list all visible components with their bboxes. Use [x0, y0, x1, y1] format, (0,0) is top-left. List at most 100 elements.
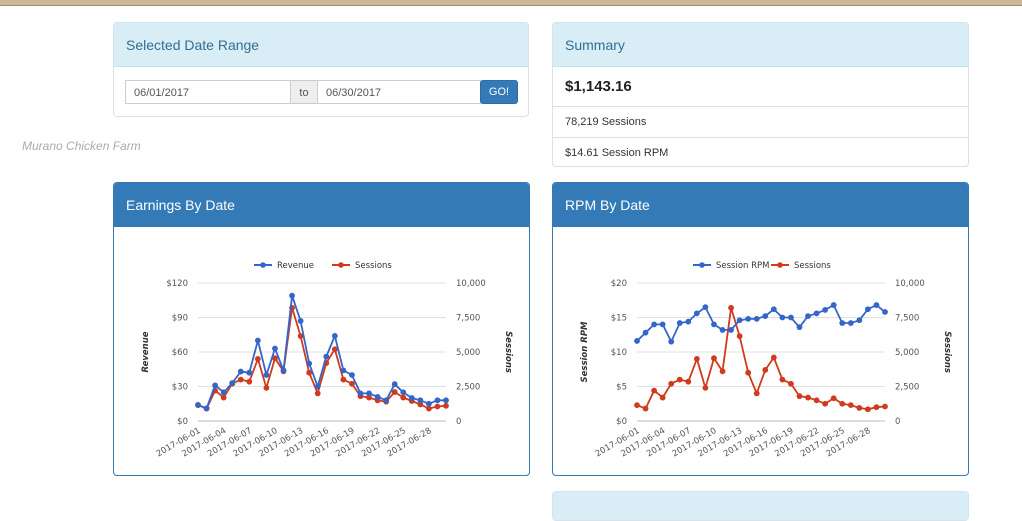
data-point-sessions[interactable]: [839, 400, 846, 407]
data-point-session-rpm[interactable]: [839, 320, 846, 326]
data-point-session-rpm[interactable]: [659, 321, 666, 328]
data-point-session-rpm[interactable]: [676, 320, 683, 326]
data-point-sessions[interactable]: [745, 369, 752, 376]
data-point-revenue[interactable]: [408, 395, 415, 401]
data-point-sessions[interactable]: [651, 387, 658, 394]
data-point-sessions[interactable]: [702, 384, 709, 391]
data-point-sessions[interactable]: [272, 355, 278, 362]
data-point-revenue[interactable]: [272, 345, 278, 352]
data-point-revenue[interactable]: [425, 400, 432, 407]
data-point-sessions[interactable]: [753, 390, 760, 397]
data-point-sessions[interactable]: [770, 354, 777, 361]
data-point-revenue[interactable]: [280, 367, 287, 374]
data-point-sessions[interactable]: [685, 378, 692, 385]
data-point-session-rpm[interactable]: [736, 317, 743, 324]
data-point-sessions[interactable]: [659, 394, 666, 401]
data-point-sessions[interactable]: [864, 406, 871, 413]
data-point-revenue[interactable]: [314, 383, 321, 390]
data-point-session-rpm[interactable]: [847, 320, 854, 326]
data-point-sessions[interactable]: [788, 380, 794, 387]
data-point-sessions[interactable]: [443, 402, 449, 409]
data-point-revenue[interactable]: [374, 393, 381, 400]
data-point-session-rpm[interactable]: [822, 307, 829, 313]
data-point-session-rpm[interactable]: [796, 324, 803, 331]
data-point-sessions[interactable]: [813, 397, 820, 404]
data-point-sessions[interactable]: [314, 390, 321, 397]
data-point-revenue[interactable]: [254, 337, 261, 344]
data-point-revenue[interactable]: [246, 369, 253, 376]
data-point-session-rpm[interactable]: [864, 306, 871, 313]
data-point-sessions[interactable]: [779, 376, 786, 383]
data-point-session-rpm[interactable]: [856, 317, 863, 324]
data-point-sessions[interactable]: [805, 394, 811, 401]
data-point-session-rpm[interactable]: [788, 314, 794, 321]
data-point-session-rpm[interactable]: [779, 314, 786, 321]
data-point-sessions[interactable]: [796, 393, 803, 400]
data-point-sessions[interactable]: [873, 404, 880, 411]
data-point-sessions[interactable]: [297, 333, 304, 340]
data-point-sessions[interactable]: [736, 333, 743, 340]
data-point-revenue[interactable]: [323, 353, 330, 360]
data-point-sessions[interactable]: [340, 376, 347, 383]
data-point-sessions[interactable]: [220, 394, 227, 401]
data-point-revenue[interactable]: [349, 372, 355, 378]
data-point-sessions[interactable]: [676, 376, 683, 383]
data-point-sessions[interactable]: [366, 394, 372, 401]
data-point-sessions[interactable]: [847, 402, 854, 409]
data-point-revenue[interactable]: [357, 390, 364, 397]
data-point-session-rpm[interactable]: [651, 321, 658, 328]
data-point-revenue[interactable]: [417, 397, 424, 404]
data-point-sessions[interactable]: [634, 402, 640, 409]
data-point-sessions[interactable]: [391, 389, 398, 395]
data-point-sessions[interactable]: [237, 376, 244, 383]
data-point-sessions[interactable]: [830, 395, 837, 402]
data-point-sessions[interactable]: [728, 304, 734, 311]
data-point-revenue[interactable]: [306, 360, 313, 367]
data-point-revenue[interactable]: [400, 389, 407, 396]
end-date-input[interactable]: 06/30/2017: [317, 80, 481, 104]
data-point-sessions[interactable]: [425, 405, 432, 412]
data-point-revenue[interactable]: [340, 367, 347, 374]
data-point-revenue[interactable]: [297, 318, 304, 324]
data-point-sessions[interactable]: [434, 403, 441, 410]
data-point-session-rpm[interactable]: [813, 310, 820, 317]
data-point-revenue[interactable]: [443, 397, 449, 404]
data-point-session-rpm[interactable]: [882, 309, 888, 315]
data-point-session-rpm[interactable]: [642, 329, 649, 336]
data-point-revenue[interactable]: [263, 372, 270, 378]
data-point-sessions[interactable]: [668, 380, 675, 387]
data-point-sessions[interactable]: [711, 355, 717, 362]
data-point-revenue[interactable]: [289, 292, 295, 299]
data-point-sessions[interactable]: [306, 369, 313, 376]
data-point-revenue[interactable]: [195, 402, 201, 408]
data-point-sessions[interactable]: [331, 346, 338, 353]
data-point-session-rpm[interactable]: [873, 302, 880, 308]
data-point-revenue[interactable]: [391, 381, 398, 388]
data-point-sessions[interactable]: [882, 403, 888, 410]
data-point-sessions[interactable]: [719, 368, 726, 375]
data-point-session-rpm[interactable]: [634, 338, 640, 344]
data-point-sessions[interactable]: [417, 401, 424, 408]
data-point-session-rpm[interactable]: [745, 315, 752, 322]
data-point-session-rpm[interactable]: [762, 313, 769, 320]
data-point-session-rpm[interactable]: [753, 315, 760, 322]
data-point-revenue[interactable]: [212, 382, 219, 389]
data-point-session-rpm[interactable]: [770, 306, 777, 313]
data-point-revenue[interactable]: [220, 389, 227, 396]
data-point-revenue[interactable]: [229, 380, 236, 386]
data-point-session-rpm[interactable]: [719, 327, 726, 333]
data-point-sessions[interactable]: [693, 356, 700, 362]
data-point-revenue[interactable]: [366, 390, 372, 397]
data-point-session-rpm[interactable]: [668, 338, 675, 345]
data-point-sessions[interactable]: [642, 405, 649, 412]
go-button[interactable]: GO!: [480, 80, 518, 104]
data-point-revenue[interactable]: [383, 397, 390, 404]
data-point-sessions[interactable]: [762, 367, 769, 373]
data-point-session-rpm[interactable]: [702, 304, 709, 311]
data-point-session-rpm[interactable]: [711, 321, 717, 328]
data-point-revenue[interactable]: [203, 405, 210, 412]
data-point-revenue[interactable]: [434, 397, 441, 404]
data-point-sessions[interactable]: [246, 378, 253, 385]
data-point-session-rpm[interactable]: [728, 327, 734, 333]
data-point-session-rpm[interactable]: [693, 310, 700, 317]
